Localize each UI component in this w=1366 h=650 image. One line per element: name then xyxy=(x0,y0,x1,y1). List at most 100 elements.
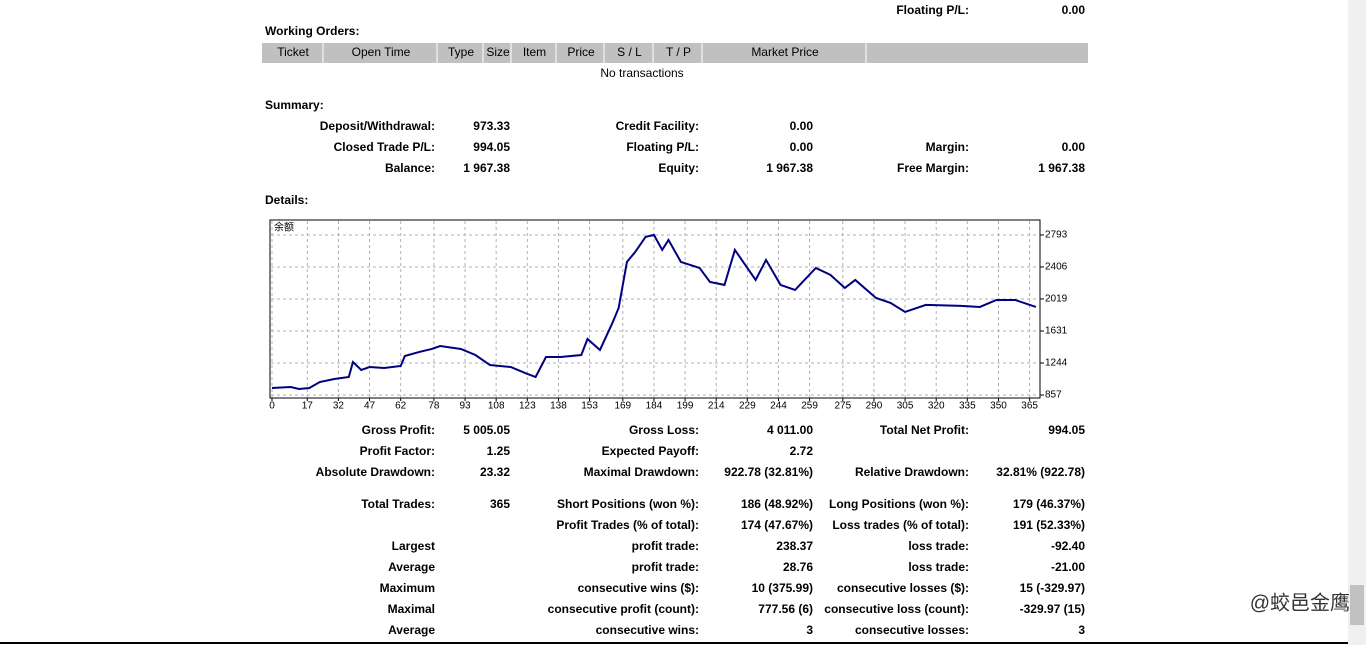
field-label: Maximal Drawdown: xyxy=(584,465,699,479)
x-tick-label: 214 xyxy=(708,401,725,412)
x-tick-label: 229 xyxy=(739,401,756,412)
field-value: 174 (47.67%) xyxy=(741,518,813,532)
field-value: 191 (52.33%) xyxy=(1013,518,1085,532)
field-label: profit trade: xyxy=(632,560,699,574)
field-value: 179 (46.37%) xyxy=(1013,497,1085,511)
x-tick-label: 93 xyxy=(459,401,471,412)
field-label: Balance: xyxy=(385,161,435,175)
column-header: Price xyxy=(567,45,595,59)
chart-frame xyxy=(269,219,1041,399)
x-tick-label: 47 xyxy=(364,401,376,412)
field-value: -92.40 xyxy=(1051,539,1085,553)
field-value: 0.00 xyxy=(1062,3,1086,17)
balance-line xyxy=(271,233,1037,390)
column-header: Ticket xyxy=(277,45,309,59)
field-label: Free Margin: xyxy=(897,161,969,175)
x-tick-label: 153 xyxy=(581,401,598,412)
field-label: consecutive wins: xyxy=(596,623,699,637)
field-value: 1 967.38 xyxy=(1038,161,1085,175)
field-value: 0.00 xyxy=(790,119,814,133)
x-tick-label: 32 xyxy=(333,401,345,412)
field-value: 32.81% (922.78) xyxy=(996,465,1085,479)
field-label: Floating P/L: xyxy=(896,3,969,17)
field-label: Credit Facility: xyxy=(616,119,699,133)
field-value: 922.78 (32.81%) xyxy=(724,465,813,479)
field-label: Closed Trade P/L: xyxy=(334,140,435,154)
x-tick-label: 275 xyxy=(834,401,851,412)
column-header: Size xyxy=(486,45,510,59)
x-tick-label: 169 xyxy=(614,401,631,412)
field-label: consecutive loss (count): xyxy=(824,602,969,616)
field-value: 1 967.38 xyxy=(766,161,813,175)
x-tick-label: 290 xyxy=(866,401,883,412)
field-label: Profit Factor: xyxy=(360,444,435,458)
x-tick-label: 244 xyxy=(770,401,787,412)
y-tick-label: 2793 xyxy=(1045,230,1068,241)
field-value: 1.25 xyxy=(487,444,511,458)
field-value: 5 005.05 xyxy=(463,423,510,437)
empty-text: No transactions xyxy=(600,66,683,80)
column-header: Item xyxy=(523,45,546,59)
field-value: -21.00 xyxy=(1051,560,1085,574)
field-value: 10 (375.99) xyxy=(752,581,813,595)
x-tick-label: 62 xyxy=(395,401,407,412)
y-tick-label: 857 xyxy=(1045,390,1062,401)
x-tick-label: 305 xyxy=(897,401,914,412)
field-label: consecutive wins ($): xyxy=(578,581,699,595)
watermark: @蛟邑金鹰 xyxy=(1250,591,1350,614)
x-tick-label: 320 xyxy=(928,401,945,412)
section-title: Summary: xyxy=(265,98,324,112)
field-label: Maximal xyxy=(388,602,435,616)
scrollbar[interactable] xyxy=(1348,0,1366,645)
scroll-thumb[interactable] xyxy=(1350,585,1364,625)
y-tick-label: 1631 xyxy=(1045,326,1068,337)
section-title: Working Orders: xyxy=(265,24,359,38)
field-label: Margin: xyxy=(926,140,969,154)
field-label: loss trade: xyxy=(908,560,969,574)
field-label: Gross Loss: xyxy=(629,423,699,437)
field-label: Total Trades: xyxy=(361,497,435,511)
x-tick-label: 78 xyxy=(428,401,440,412)
column-header: Open Time xyxy=(352,45,411,59)
x-tick-label: 259 xyxy=(801,401,818,412)
series-label: 余额 xyxy=(274,221,294,234)
field-label: Total Net Profit: xyxy=(880,423,969,437)
x-tick-label: 184 xyxy=(646,401,663,412)
field-label: Deposit/Withdrawal: xyxy=(320,119,435,133)
y-tick-label: 1244 xyxy=(1045,358,1068,369)
field-value: 994.05 xyxy=(1048,423,1085,437)
field-label: consecutive losses: xyxy=(855,623,969,637)
field-value: 0.00 xyxy=(790,140,814,154)
field-label: Absolute Drawdown: xyxy=(316,465,435,479)
field-value: 3 xyxy=(1078,623,1085,637)
field-value: 15 (-329.97) xyxy=(1020,581,1085,595)
field-label: Short Positions (won %): xyxy=(557,497,699,511)
field-label: Loss trades (% of total): xyxy=(832,518,969,532)
y-tick-label: 2019 xyxy=(1045,294,1068,305)
field-label: Average xyxy=(388,560,435,574)
field-label: consecutive profit (count): xyxy=(548,602,699,616)
x-tick-label: 138 xyxy=(550,401,567,412)
field-value: 994.05 xyxy=(473,140,510,154)
field-value: 365 xyxy=(490,497,510,511)
section-title: Details: xyxy=(265,193,308,207)
table-header xyxy=(262,43,1088,63)
field-value: 2.72 xyxy=(790,444,814,458)
field-value: 1 967.38 xyxy=(463,161,510,175)
x-tick-label: 108 xyxy=(488,401,505,412)
field-label: Equity: xyxy=(658,161,699,175)
x-tick-label: 0 xyxy=(269,401,275,412)
field-label: Floating P/L: xyxy=(626,140,699,154)
field-value: 777.56 (6) xyxy=(758,602,813,616)
field-value: 973.33 xyxy=(473,119,510,133)
field-value: 238.37 xyxy=(776,539,813,553)
field-label: Gross Profit: xyxy=(362,423,435,437)
field-value: 23.32 xyxy=(480,465,510,479)
field-value: 4 011.00 xyxy=(767,423,813,437)
field-label: Profit Trades (% of total): xyxy=(556,518,699,532)
y-tick-label: 2406 xyxy=(1045,262,1068,273)
field-value: 186 (48.92%) xyxy=(741,497,813,511)
field-value: 28.76 xyxy=(783,560,813,574)
field-label: loss trade: xyxy=(908,539,969,553)
